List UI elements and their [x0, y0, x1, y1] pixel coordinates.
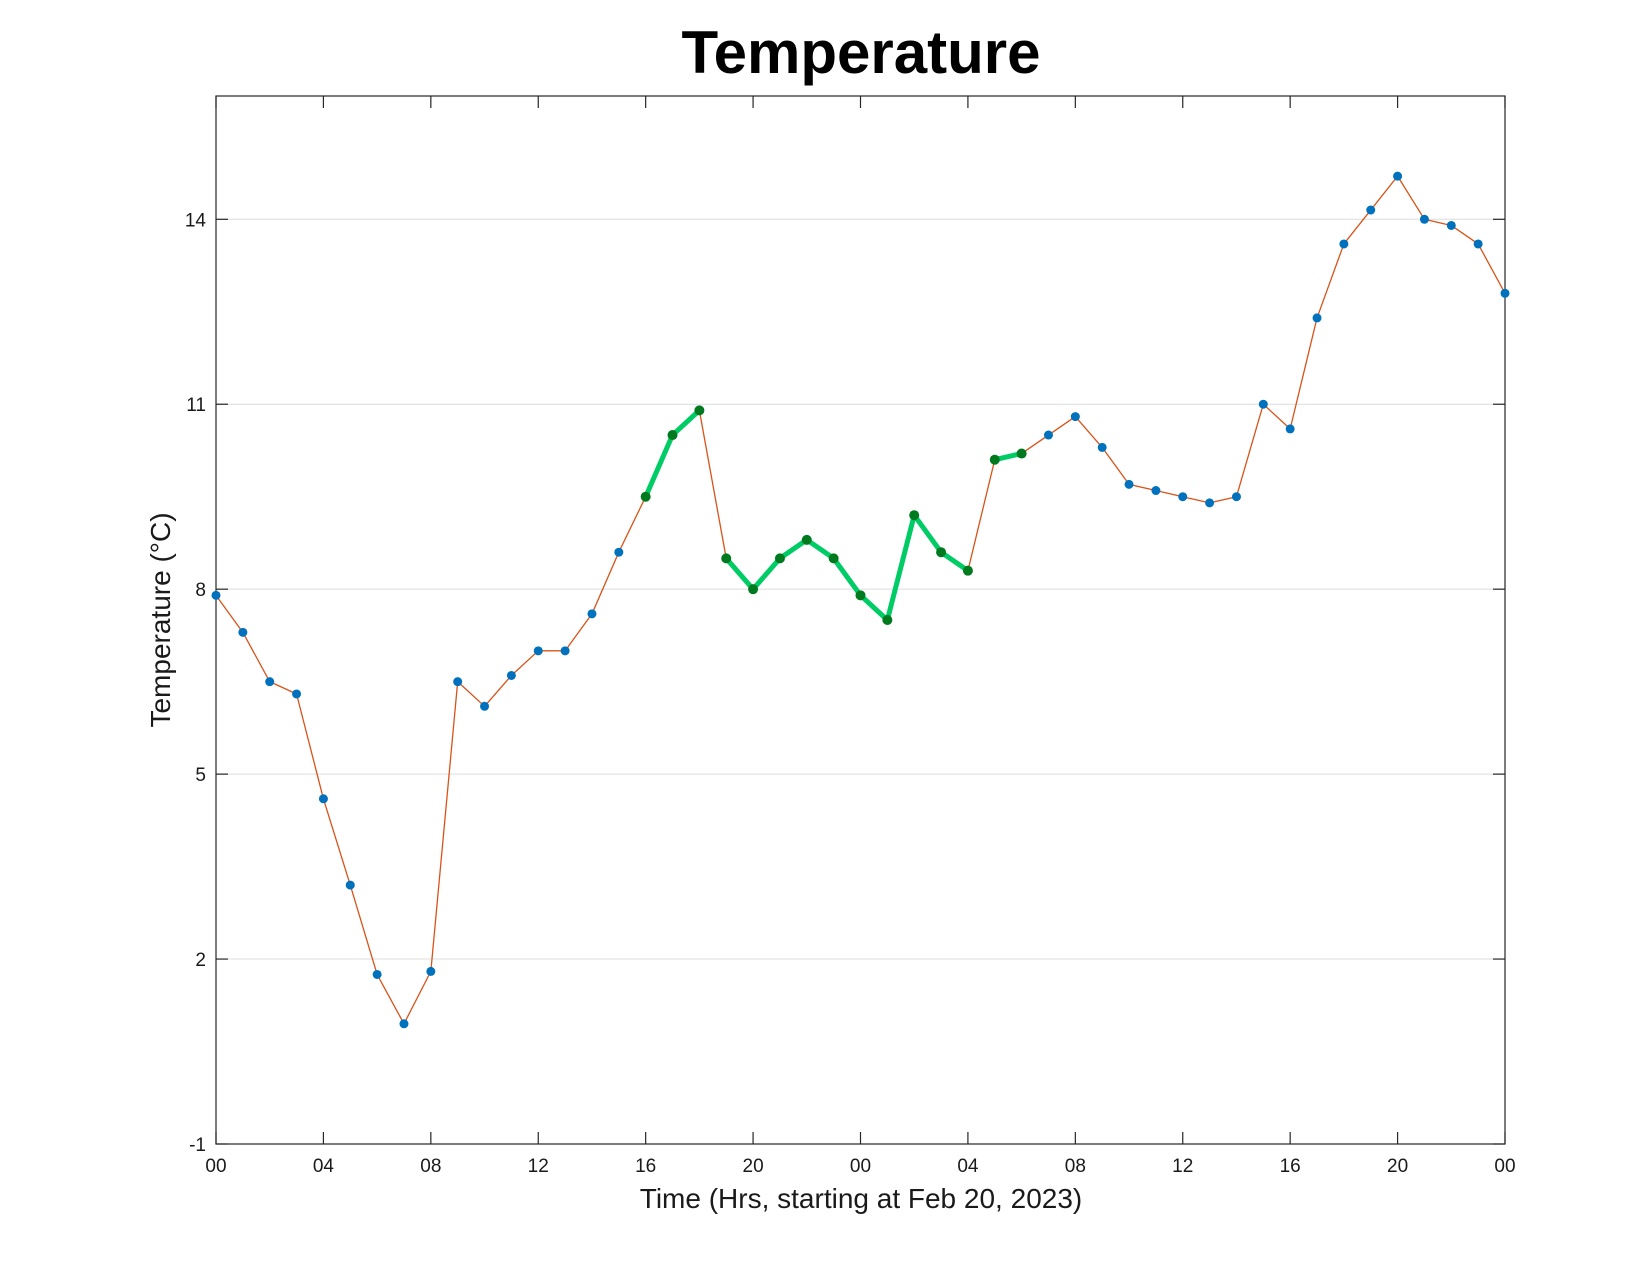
data-point: [1366, 205, 1376, 215]
highlight-data-point: [989, 454, 1000, 465]
highlight-data-point: [1016, 448, 1027, 459]
data-point: [560, 646, 570, 656]
data-point: [453, 677, 463, 687]
highlight-data-point: [640, 491, 651, 502]
data-point: [1151, 486, 1161, 496]
data-point: [480, 701, 490, 711]
data-point: [372, 969, 382, 979]
data-point: [399, 1019, 409, 1029]
y-tick-label: 5: [195, 765, 206, 786]
highlight-data-point: [694, 405, 705, 416]
highlight-data-point: [667, 430, 678, 441]
highlight-data-point: [828, 553, 839, 564]
data-point: [533, 646, 543, 656]
x-tick-label: 16: [1280, 1156, 1301, 1177]
x-axis-label: Time (Hrs, starting at Feb 20, 2023): [640, 1183, 1082, 1214]
data-point: [345, 880, 355, 890]
highlight-data-point: [801, 534, 812, 545]
x-tick-label: 20: [1387, 1156, 1408, 1177]
data-point: [1097, 442, 1107, 452]
y-tick-label: 2: [195, 950, 206, 971]
chart-title: Temperature: [681, 19, 1040, 86]
x-tick-label: 16: [635, 1156, 656, 1177]
highlight-data-point: [748, 584, 759, 595]
y-tick-label: 8: [195, 580, 206, 601]
data-point: [1393, 171, 1403, 181]
data-point: [1500, 288, 1510, 298]
highlight-data-point: [882, 615, 893, 625]
data-point: [1312, 313, 1322, 323]
data-point: [1070, 412, 1080, 422]
data-point: [1231, 492, 1241, 502]
data-point: [1205, 498, 1215, 508]
x-tick-label: 12: [1172, 1156, 1193, 1177]
highlight-segment-line: [643, 407, 702, 500]
data-point: [265, 677, 275, 687]
x-tick-label: 08: [1065, 1156, 1086, 1177]
data-point: [238, 627, 248, 637]
highlight-data-point: [962, 565, 973, 576]
y-tick-label: -1: [189, 1135, 206, 1156]
y-tick-label: 14: [185, 210, 207, 231]
data-markers: [211, 171, 1510, 1029]
data-point: [1339, 239, 1349, 249]
data-point: [506, 670, 516, 680]
plot-area-frame: [215, 95, 1506, 1145]
x-tick-label: 08: [420, 1156, 441, 1177]
data-point: [1258, 399, 1268, 409]
x-tick-label: 04: [957, 1156, 979, 1177]
highlight-data-point: [721, 553, 732, 564]
data-point: [211, 590, 221, 600]
data-point: [1419, 214, 1429, 224]
highlight-data-point: [774, 553, 785, 564]
data-point: [1043, 430, 1053, 440]
x-tick-label: 00: [1494, 1156, 1515, 1177]
y-tick-label: 11: [186, 395, 206, 416]
data-point: [1446, 220, 1456, 230]
x-tick-label: 04: [313, 1156, 335, 1177]
data-point: [1285, 424, 1295, 434]
data-point: [292, 689, 302, 699]
data-point: [318, 794, 328, 804]
data-point: [1473, 239, 1483, 249]
data-point: [614, 547, 624, 557]
x-tick-label: 00: [205, 1156, 226, 1177]
x-tick-label: 00: [850, 1156, 871, 1177]
data-point: [426, 966, 436, 976]
x-tick-label: 20: [743, 1156, 764, 1177]
data-point: [1124, 479, 1134, 489]
data-point: [587, 609, 597, 619]
highlight-data-point: [936, 547, 947, 558]
highlight-data-point: [855, 590, 866, 601]
highlight-segment-line: [723, 512, 971, 623]
y-axis-label: Temperature (°C): [145, 512, 176, 727]
highlight-data-point: [909, 510, 920, 521]
x-tick-label: 12: [528, 1156, 549, 1177]
grid-lines: [216, 218, 1505, 960]
axis-ticks: -1 2 5 8 11 14 00 04 08 12 16 20 00 04 08 12 16 20 00: [185, 96, 1516, 1177]
data-point: [1178, 492, 1188, 502]
